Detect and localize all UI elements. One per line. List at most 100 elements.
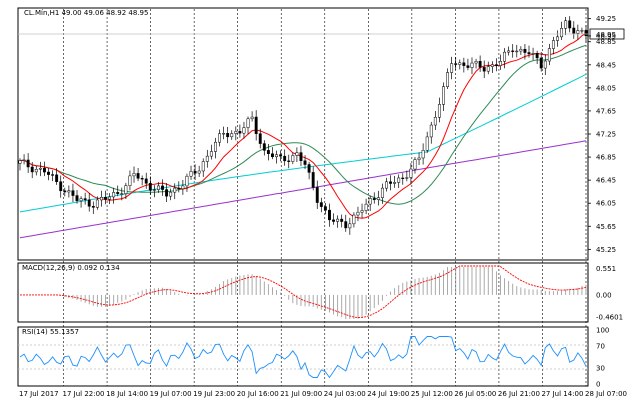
candle-body <box>319 202 323 207</box>
candle-body <box>169 191 173 197</box>
candle-body <box>356 211 360 216</box>
candle-body <box>161 185 164 190</box>
time-tick-label: 21 Jul 09:00 <box>280 390 322 398</box>
price-tick-label: 49.25 <box>596 15 616 23</box>
candle-body <box>234 131 238 134</box>
rsi-tick-label: 30 <box>596 364 605 372</box>
candle-body <box>523 48 527 53</box>
price-tick-label: 47.25 <box>596 131 616 139</box>
candle-body <box>22 159 26 162</box>
candle-body <box>376 197 380 200</box>
candle-body <box>466 65 470 68</box>
candle-body <box>262 143 266 151</box>
rsi-panel-frame <box>17 326 589 387</box>
candle-body <box>503 51 507 62</box>
candle-body <box>531 53 535 55</box>
candle-body <box>55 174 59 182</box>
candle-body <box>580 30 584 32</box>
candle-body <box>385 181 388 189</box>
candle-body <box>75 195 79 202</box>
candle-body <box>148 183 152 191</box>
candle-body <box>279 154 283 157</box>
candle-body <box>364 203 368 211</box>
price-tick-label: 48.05 <box>596 84 616 92</box>
candle-body <box>104 197 107 200</box>
candle-body <box>584 30 588 37</box>
macd-tick-label: -0.4601 <box>596 314 623 322</box>
candle-body <box>372 198 376 200</box>
candle-body <box>572 27 576 34</box>
macd-signal-line <box>20 265 587 318</box>
candle-body <box>250 116 254 120</box>
candle-body <box>450 63 454 73</box>
candle-body <box>478 61 482 68</box>
candle-body <box>95 199 99 208</box>
rsi-label: RSI(14) 55.1357 <box>22 328 79 336</box>
candle-body <box>299 152 303 162</box>
candle-body <box>173 187 177 193</box>
macd-tick-label: 0.00 <box>596 291 612 299</box>
candle-body <box>254 116 258 134</box>
candle-body <box>258 133 262 144</box>
candle-body <box>380 187 384 198</box>
candle-body <box>152 189 156 191</box>
candle-body <box>136 173 140 179</box>
time-tick-label: 18 Jul 14:00 <box>106 390 148 398</box>
time-tick-label: 26 Jul 05:00 <box>454 390 496 398</box>
candle-body <box>218 133 221 143</box>
chart-title: CL.Mín,H1 49.00 49.06 48.92 48.95 <box>24 9 148 17</box>
candle-body <box>108 196 112 200</box>
candle-body <box>209 151 213 157</box>
candle-body <box>238 131 242 134</box>
candle-body <box>413 159 417 170</box>
candle-body <box>332 219 335 222</box>
candle-body <box>405 177 409 179</box>
candle-body <box>18 160 22 164</box>
candle-body <box>515 50 519 53</box>
candle-body <box>128 175 132 186</box>
candle-body <box>490 64 494 67</box>
candle-body <box>539 57 543 69</box>
candle-body <box>124 185 128 194</box>
candle-body <box>275 154 278 158</box>
price-tick-label: 45.25 <box>596 246 616 254</box>
candle-body <box>144 178 148 184</box>
candle-body <box>185 175 189 187</box>
candle-body <box>42 167 46 173</box>
candle-body <box>226 133 230 138</box>
time-tick-label: 27 Jul 14:00 <box>541 390 583 398</box>
candle-body <box>38 167 42 170</box>
candle-body <box>454 63 458 65</box>
candle-body <box>140 178 144 180</box>
candle-body <box>499 61 502 66</box>
candle-body <box>336 218 340 222</box>
candle-body <box>271 153 274 158</box>
candle-body <box>177 187 181 190</box>
macd-tick-label: 0.551 <box>596 265 616 273</box>
candle-body <box>494 64 498 66</box>
candle-body <box>156 185 160 190</box>
candle-body <box>437 104 441 118</box>
candle-body <box>63 190 67 193</box>
candle-body <box>242 127 246 134</box>
price-tick-label: 45.65 <box>596 223 616 231</box>
candle-body <box>543 60 547 69</box>
current-price-tag <box>589 28 625 40</box>
candle-body <box>79 198 83 202</box>
candle-body <box>287 160 291 162</box>
time-axis: 17 Jul 2017 17 Jul 22:00 18 Jul 14:00 19 Ju… <box>19 390 627 398</box>
candle-body <box>328 209 331 221</box>
candle-body <box>222 133 226 135</box>
candle-body <box>560 28 564 38</box>
candle-body <box>389 181 392 184</box>
candle-body <box>201 161 205 172</box>
candle-body <box>91 206 95 208</box>
macd-histogram <box>60 266 587 320</box>
candle-body <box>360 210 364 213</box>
candle-body <box>295 152 299 156</box>
time-tick-label: 24 Jul 19:00 <box>367 390 409 398</box>
candle-body <box>181 185 185 190</box>
candle-body <box>482 67 486 72</box>
